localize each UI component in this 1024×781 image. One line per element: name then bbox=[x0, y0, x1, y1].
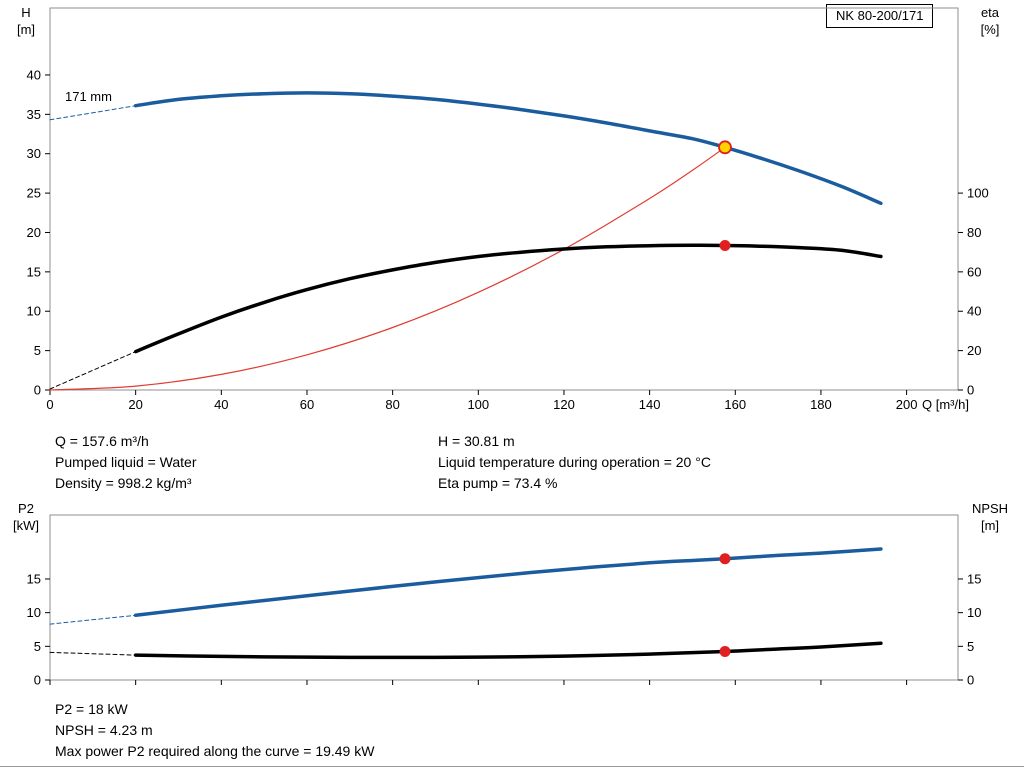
impeller-diameter-label: 171 mm bbox=[65, 89, 112, 104]
p2-value-text: P2 = 18 kW bbox=[55, 701, 128, 717]
p2-axis-symbol: P2 bbox=[18, 501, 34, 516]
svg-text:40: 40 bbox=[214, 397, 228, 412]
svg-text:100: 100 bbox=[467, 397, 489, 412]
p2-duty-point bbox=[719, 553, 731, 565]
duty-head-text: H = 30.81 m bbox=[438, 433, 515, 449]
svg-text:10: 10 bbox=[27, 304, 41, 319]
eta-curve-extrapolated bbox=[49, 351, 137, 390]
svg-text:10: 10 bbox=[27, 605, 41, 620]
power-info: P2 = 18 kW NPSH = 4.23 m Max power P2 re… bbox=[55, 699, 374, 762]
bottom-divider bbox=[0, 766, 1024, 767]
svg-text:10: 10 bbox=[967, 605, 981, 620]
npsh-duty-point bbox=[719, 646, 731, 658]
eta-axis-symbol: eta bbox=[980, 5, 1000, 20]
duty-info-right: H = 30.81 m Liquid temperature during op… bbox=[438, 431, 711, 494]
svg-text:80: 80 bbox=[967, 225, 981, 240]
svg-text:100: 100 bbox=[967, 186, 989, 201]
svg-text:20: 20 bbox=[27, 225, 41, 240]
p2-axis-label: P2 [kW] bbox=[8, 500, 44, 534]
npsh-value-text: NPSH = 4.23 m bbox=[55, 722, 153, 738]
npsh-curve-extrapolated bbox=[49, 651, 137, 656]
svg-text:5: 5 bbox=[34, 639, 41, 654]
eta-curve bbox=[133, 243, 883, 354]
svg-text:0: 0 bbox=[967, 383, 974, 398]
svg-text:15: 15 bbox=[27, 571, 41, 586]
npsh-axis-unit: [m] bbox=[980, 518, 1000, 533]
svg-text:40: 40 bbox=[27, 67, 41, 82]
npsh-axis-symbol: NPSH bbox=[971, 501, 1009, 516]
svg-text:35: 35 bbox=[27, 107, 41, 122]
svg-text:0: 0 bbox=[46, 397, 53, 412]
duty-flow-text: Q = 157.6 m³/h bbox=[55, 433, 149, 449]
eta-pump-text: Eta pump = 73.4 % bbox=[438, 475, 558, 491]
svg-text:15: 15 bbox=[967, 571, 981, 586]
svg-text:0: 0 bbox=[34, 383, 41, 398]
npsh-curve bbox=[133, 641, 883, 660]
head-curve-171mm bbox=[133, 91, 883, 206]
svg-text:160: 160 bbox=[724, 397, 746, 412]
svg-text:20: 20 bbox=[967, 343, 981, 358]
svg-text:0: 0 bbox=[34, 673, 41, 688]
eta-duty-point bbox=[719, 239, 731, 251]
h-axis-symbol: H bbox=[21, 5, 31, 20]
svg-text:15: 15 bbox=[27, 264, 41, 279]
svg-text:60: 60 bbox=[967, 264, 981, 279]
svg-text:40: 40 bbox=[967, 304, 981, 319]
p2-axis-unit: [kW] bbox=[13, 518, 39, 533]
flow-axis-label: Q [m³/h] bbox=[922, 397, 969, 412]
h-axis-label: H [m] bbox=[8, 4, 44, 38]
svg-text:0: 0 bbox=[967, 673, 974, 688]
svg-text:20: 20 bbox=[128, 397, 142, 412]
hq-eta-chart: 0 5 10 15 20 25 30 35 40 0 20 40 60 80 100 0 20 40 60 80 100… bbox=[27, 7, 989, 412]
eta-axis-label: eta [%] bbox=[966, 4, 1014, 38]
p2-curve bbox=[133, 547, 883, 618]
svg-text:25: 25 bbox=[27, 186, 41, 201]
svg-text:120: 120 bbox=[553, 397, 575, 412]
svg-text:30: 30 bbox=[27, 146, 41, 161]
liquid-temp-text: Liquid temperature during operation = 20… bbox=[438, 454, 711, 470]
duty-info-left: Q = 157.6 m³/h Pumped liquid = Water Den… bbox=[55, 431, 197, 494]
svg-text:5: 5 bbox=[34, 343, 41, 358]
svg-text:180: 180 bbox=[810, 397, 832, 412]
svg-text:5: 5 bbox=[967, 639, 974, 654]
eta-axis-unit: [%] bbox=[980, 22, 1000, 37]
svg-text:80: 80 bbox=[385, 397, 399, 412]
npsh-axis-label: NPSH [m] bbox=[962, 500, 1018, 534]
p2-npsh-chart: 0 5 10 15 0 5 10 15 bbox=[27, 514, 981, 688]
h-axis-unit: [m] bbox=[16, 22, 36, 37]
pumped-liquid-text: Pumped liquid = Water bbox=[55, 454, 197, 470]
max-power-text: Max power P2 required along the curve = … bbox=[55, 743, 375, 759]
duty-parabola bbox=[49, 146, 726, 391]
head-duty-point bbox=[718, 140, 732, 155]
svg-text:140: 140 bbox=[639, 397, 661, 412]
svg-text:60: 60 bbox=[300, 397, 314, 412]
p2-curve-extrapolated bbox=[49, 614, 137, 625]
density-text: Density = 998.2 kg/m³ bbox=[55, 475, 192, 491]
svg-text:200: 200 bbox=[896, 397, 918, 412]
head-curve-extrapolated bbox=[49, 105, 137, 121]
